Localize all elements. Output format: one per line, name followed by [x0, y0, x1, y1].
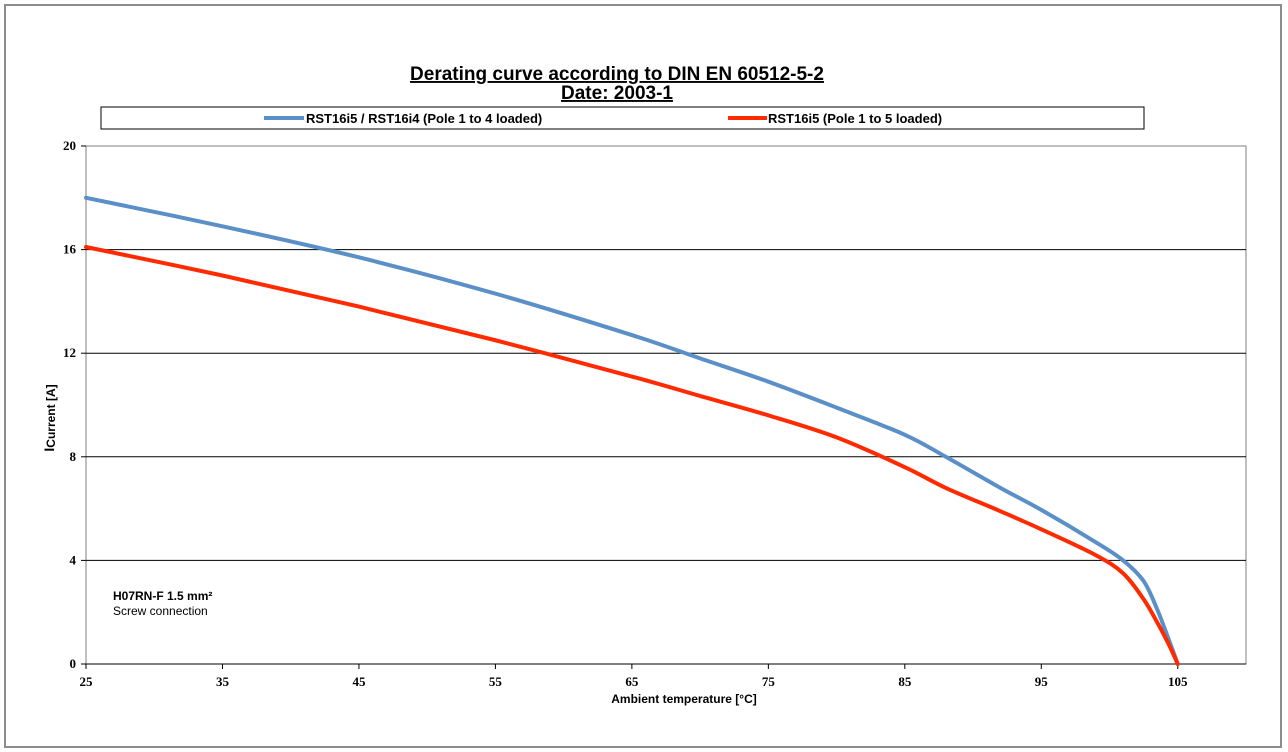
- plot-area: 0 4 8 12 16 20 25 35 45 55 65 75 85 95 105: [63, 138, 1247, 689]
- y-axis-label-symbol: I: [41, 448, 57, 452]
- x-tick-label: 75: [762, 674, 776, 689]
- x-tick-label: 85: [898, 674, 912, 689]
- y-axis-label: ICurrent [A]: [41, 384, 58, 451]
- derating-chart: Derating curve according to DIN EN 60512…: [41, 64, 1247, 706]
- y-tick-label: 20: [63, 138, 76, 153]
- x-tick-label: 105: [1168, 674, 1188, 689]
- y-tick-label: 8: [70, 449, 77, 464]
- series-line-1: [84, 195, 1180, 666]
- x-tick-label: 35: [216, 674, 230, 689]
- y-tick-label: 16: [63, 242, 77, 257]
- x-tick-label: 55: [489, 674, 503, 689]
- legend-label-series-2: RST16i5 (Pole 1 to 5 loaded): [768, 111, 942, 126]
- connection-annotation: Screw connection: [113, 604, 208, 618]
- y-tick-label: 0: [70, 656, 77, 671]
- x-tick-label: 95: [1035, 674, 1049, 689]
- x-axis-label: Ambient temperature [°C]: [611, 692, 756, 706]
- y-tick-label: 4: [70, 552, 77, 567]
- legend-box: [100, 106, 1145, 130]
- legend-label-series-1: RST16i5 / RST16i4 (Pole 1 to 4 loaded): [306, 111, 542, 126]
- y-tick-label: 12: [63, 345, 76, 360]
- chart-frame: Derating curve according to DIN EN 60512…: [4, 4, 1282, 748]
- chart-subtitle: Date: 2003-1: [561, 83, 673, 104]
- plot-border: [85, 145, 1247, 665]
- legend: RST16i5 / RST16i4 (Pole 1 to 4 loaded) R…: [100, 106, 1145, 130]
- cable-annotation: H07RN-F 1.5 mm²: [113, 589, 212, 603]
- x-tick-label: 25: [80, 674, 94, 689]
- y-axis-label-text: Current [A]: [44, 384, 58, 447]
- series-line-2: [84, 245, 1180, 666]
- chart-title: Derating curve according to DIN EN 60512…: [410, 64, 824, 85]
- x-tick-label: 45: [352, 674, 366, 689]
- x-tick-label: 65: [625, 674, 639, 689]
